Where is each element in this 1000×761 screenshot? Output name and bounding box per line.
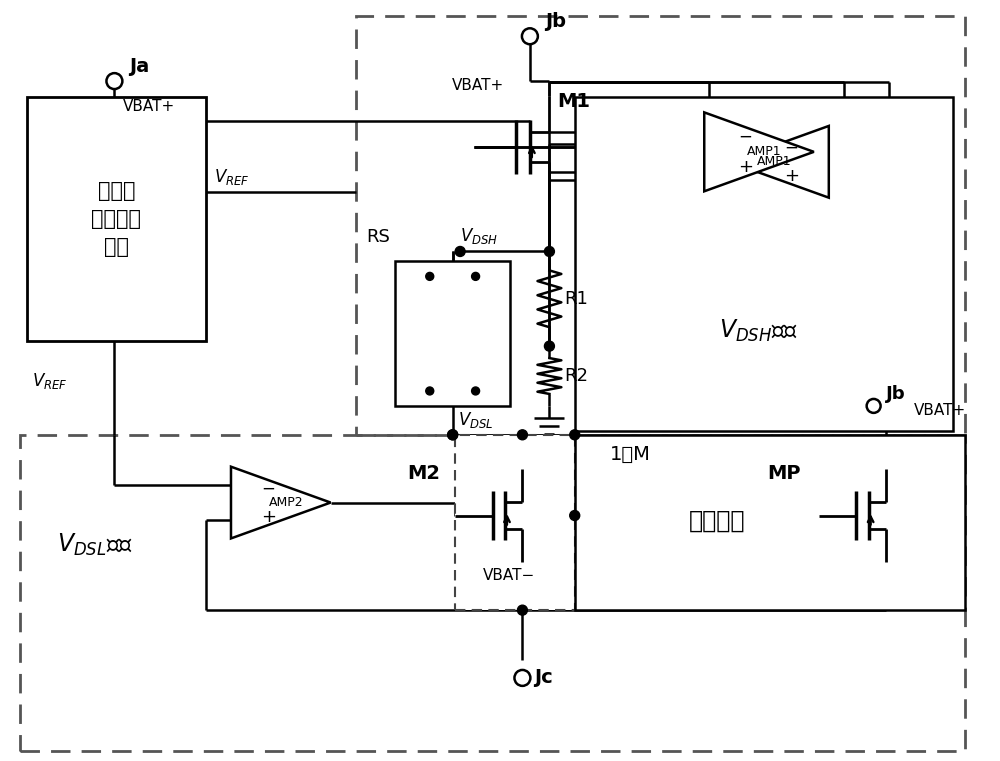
- Polygon shape: [704, 113, 814, 191]
- Text: 高精度
基准电压
模块: 高精度 基准电压 模块: [91, 181, 141, 257]
- Circle shape: [570, 511, 580, 521]
- Text: −: −: [261, 479, 275, 498]
- Text: R1: R1: [564, 290, 588, 307]
- Bar: [575, 435, 965, 610]
- Circle shape: [106, 73, 122, 89]
- Text: VBAT+: VBAT+: [452, 78, 504, 93]
- Text: $V_{DSH}$: $V_{DSH}$: [460, 227, 498, 247]
- Bar: [455, 435, 575, 610]
- Bar: [27, 97, 206, 341]
- Bar: [356, 16, 965, 435]
- Text: Jc: Jc: [534, 668, 553, 687]
- Text: R2: R2: [564, 367, 588, 385]
- Circle shape: [867, 399, 881, 413]
- Text: Ja: Ja: [129, 57, 150, 76]
- Text: $V_{REF}$: $V_{REF}$: [214, 167, 250, 186]
- Bar: [395, 262, 510, 406]
- Text: 功率匹配: 功率匹配: [689, 508, 746, 533]
- Circle shape: [544, 247, 554, 256]
- Bar: [575, 97, 953, 431]
- Polygon shape: [231, 466, 331, 539]
- Circle shape: [517, 430, 527, 440]
- Circle shape: [448, 430, 458, 440]
- Bar: [20, 435, 965, 750]
- Circle shape: [426, 272, 434, 280]
- Polygon shape: [729, 126, 829, 198]
- Circle shape: [426, 387, 434, 395]
- Circle shape: [472, 272, 480, 280]
- Text: +: +: [261, 508, 276, 526]
- Text: +: +: [784, 167, 799, 185]
- Text: −: −: [784, 139, 798, 157]
- Text: RS: RS: [367, 228, 390, 247]
- Circle shape: [455, 247, 465, 256]
- Text: Jb: Jb: [886, 385, 905, 403]
- Circle shape: [544, 341, 554, 351]
- Text: $V_{DSL}$: $V_{DSL}$: [458, 410, 493, 430]
- Circle shape: [472, 387, 480, 395]
- Text: AMP1: AMP1: [747, 145, 782, 158]
- Text: $V_{DSH}$钳位: $V_{DSH}$钳位: [719, 318, 798, 344]
- Circle shape: [514, 670, 530, 686]
- Text: $V_{DSL}$钳位: $V_{DSL}$钳位: [57, 532, 132, 559]
- Text: AMP2: AMP2: [268, 496, 303, 509]
- Text: VBAT+: VBAT+: [122, 98, 175, 113]
- Text: 1：M: 1：M: [610, 444, 650, 463]
- Circle shape: [522, 28, 538, 44]
- Text: +: +: [738, 158, 753, 177]
- Text: M2: M2: [407, 463, 440, 482]
- Text: VBAT−: VBAT−: [483, 568, 535, 583]
- Text: MP: MP: [767, 463, 801, 482]
- Circle shape: [448, 430, 458, 440]
- Circle shape: [517, 605, 527, 615]
- Text: VBAT+: VBAT+: [913, 403, 966, 419]
- Text: AMP1: AMP1: [757, 155, 791, 168]
- Circle shape: [570, 430, 580, 440]
- Text: $V_{REF}$: $V_{REF}$: [32, 371, 67, 391]
- Text: M1: M1: [557, 92, 590, 111]
- Text: −: −: [738, 128, 752, 145]
- Text: Jb: Jb: [545, 12, 566, 31]
